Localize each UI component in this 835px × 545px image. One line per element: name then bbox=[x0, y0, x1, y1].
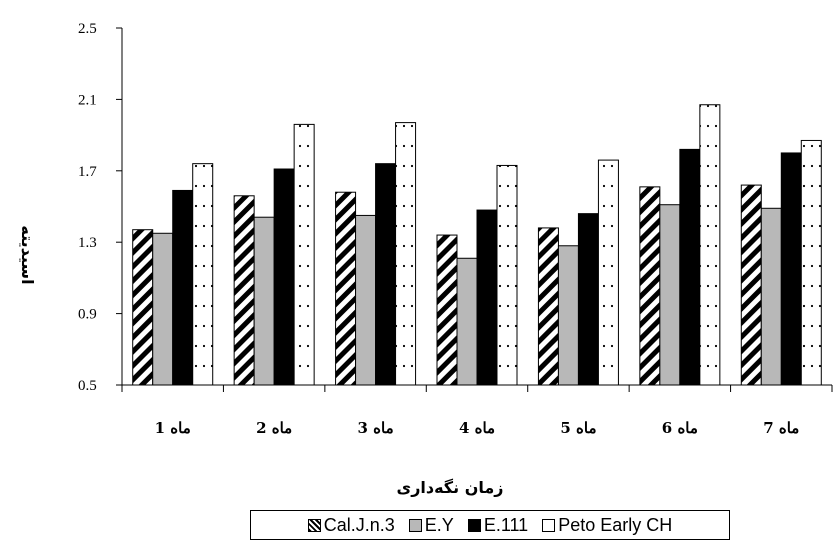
bar-peto-early-ch-4 bbox=[496, 164, 518, 386]
bar-e-111-3 bbox=[375, 163, 397, 386]
bar-peto-early-ch-5 bbox=[597, 159, 619, 386]
legend-label: Peto Early CH bbox=[558, 514, 673, 535]
bar-e-111-2 bbox=[273, 168, 295, 386]
bar-cal-j-n-3-2 bbox=[233, 195, 255, 386]
legend-swatch bbox=[307, 518, 321, 532]
legend: Cal.J.n.3 E.Y E.111 Peto Early CH bbox=[250, 510, 730, 540]
bar-e-111-1 bbox=[172, 189, 194, 386]
bar-e-111-6 bbox=[679, 148, 701, 386]
bar-peto-early-ch-7 bbox=[800, 139, 822, 386]
y-tick-label: 2.5 bbox=[78, 21, 97, 37]
bar-e-y-5 bbox=[557, 245, 579, 386]
x-tick-label: ماه 6 bbox=[662, 419, 698, 437]
bar-peto-early-ch-3 bbox=[395, 122, 417, 386]
bar-e-y-4 bbox=[456, 257, 478, 386]
legend-item: E.Y bbox=[408, 514, 454, 536]
x-tick-label: ماه 3 bbox=[358, 419, 394, 437]
x-axis-title: زمان نگه‌داری bbox=[397, 478, 504, 497]
bar-e-y-7 bbox=[760, 207, 782, 386]
bar-cal-j-n-3-1 bbox=[132, 229, 154, 386]
bar-e-y-3 bbox=[355, 214, 377, 386]
bar-e-111-5 bbox=[577, 213, 599, 386]
bar-e-111-7 bbox=[780, 152, 802, 386]
bar-e-y-2 bbox=[253, 216, 275, 386]
bar-e-y-1 bbox=[152, 232, 174, 386]
legend-label: E.Y bbox=[424, 514, 454, 535]
legend-item: Peto Early CH bbox=[542, 515, 672, 536]
bar-cal-j-n-3-4 bbox=[436, 234, 458, 386]
y-axis-ticks: 0.5 0.9 1.3 1.7 2.1 2.5 bbox=[78, 21, 122, 394]
bar-cal-j-n-3-3 bbox=[335, 191, 357, 386]
legend-swatch bbox=[467, 518, 481, 532]
bars-layer bbox=[132, 104, 822, 386]
x-axis-labels: ماه 1 ماه 2 ماه 3 ماه 4 ماه 5 ماه 6 ماه 7 bbox=[155, 419, 800, 437]
bar-cal-j-n-3-5 bbox=[537, 227, 559, 386]
y-tick-label: 0.5 bbox=[78, 378, 97, 394]
x-tick-label: ماه 4 bbox=[459, 419, 495, 437]
y-tick-label: 1.7 bbox=[78, 164, 97, 180]
bar-peto-early-ch-1 bbox=[192, 163, 214, 386]
y-axis-title: اسیدیته bbox=[18, 225, 37, 284]
axes bbox=[121, 28, 833, 392]
y-tick-label: 0.9 bbox=[78, 307, 97, 323]
bar-cal-j-n-3-6 bbox=[639, 186, 661, 386]
bar-e-y-6 bbox=[659, 204, 681, 386]
bar-e-111-4 bbox=[476, 209, 498, 386]
bar-peto-early-ch-6 bbox=[699, 104, 721, 386]
y-tick-label: 1.3 bbox=[78, 235, 97, 251]
legend-label: Cal.J.n.3 bbox=[323, 514, 395, 535]
x-tick-label: ماه 1 bbox=[155, 419, 191, 437]
legend-label: E.111 bbox=[483, 514, 529, 535]
legend-item: E.111 bbox=[467, 514, 529, 536]
legend-swatch bbox=[542, 518, 556, 532]
x-tick-label: ماه 5 bbox=[560, 419, 596, 437]
bar-cal-j-n-3-7 bbox=[740, 184, 762, 386]
bar-peto-early-ch-2 bbox=[293, 123, 315, 386]
x-tick-label: ماه 2 bbox=[256, 419, 292, 437]
legend-swatch bbox=[408, 518, 422, 532]
y-tick-label: 2.1 bbox=[78, 92, 97, 108]
legend-item: Cal.J.n.3 bbox=[307, 514, 395, 536]
x-tick-label: ماه 7 bbox=[763, 419, 799, 437]
